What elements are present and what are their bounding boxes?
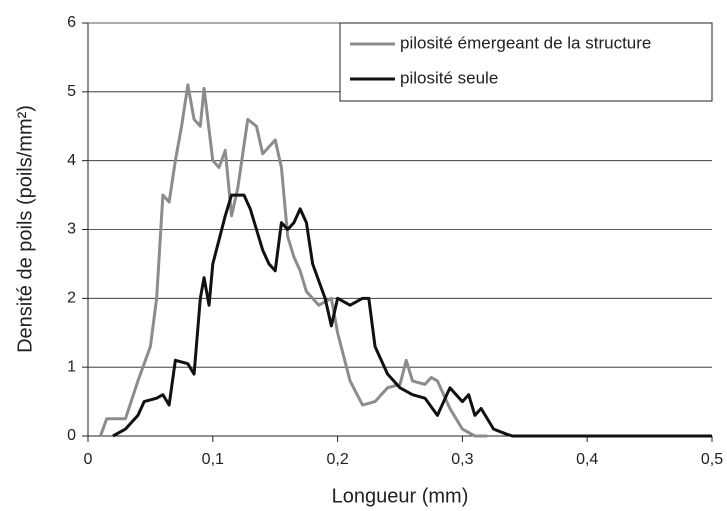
legend-label: pilosité seule xyxy=(400,68,498,87)
series-line xyxy=(112,193,712,438)
y-tick-label: 5 xyxy=(67,83,76,100)
x-tick-label: 0,2 xyxy=(326,451,348,468)
x-tick-label: 0 xyxy=(84,451,93,468)
x-tick-label: 0,5 xyxy=(701,451,723,468)
y-tick-label: 2 xyxy=(67,290,76,307)
y-tick-label: 6 xyxy=(67,14,76,31)
y-tick-label: 1 xyxy=(67,358,76,375)
y-tick-label: 3 xyxy=(67,221,76,238)
legend-box xyxy=(339,22,713,102)
x-tick-label: 0,3 xyxy=(451,451,473,468)
legend: pilosité émergeant de la structure pilosi… xyxy=(339,22,713,102)
x-axis-title: Longueur (mm) xyxy=(332,485,469,507)
x-tick-label: 0,4 xyxy=(576,451,598,468)
y-axis-title: Densité de poils (poils/mm²) xyxy=(14,105,36,353)
legend-label: pilosité émergeant de la structure xyxy=(400,33,651,52)
y-tick-label: 0 xyxy=(67,427,76,444)
series-line xyxy=(99,83,488,438)
x-tick-label: 0,1 xyxy=(202,451,224,468)
y-tick-label: 4 xyxy=(67,152,76,169)
